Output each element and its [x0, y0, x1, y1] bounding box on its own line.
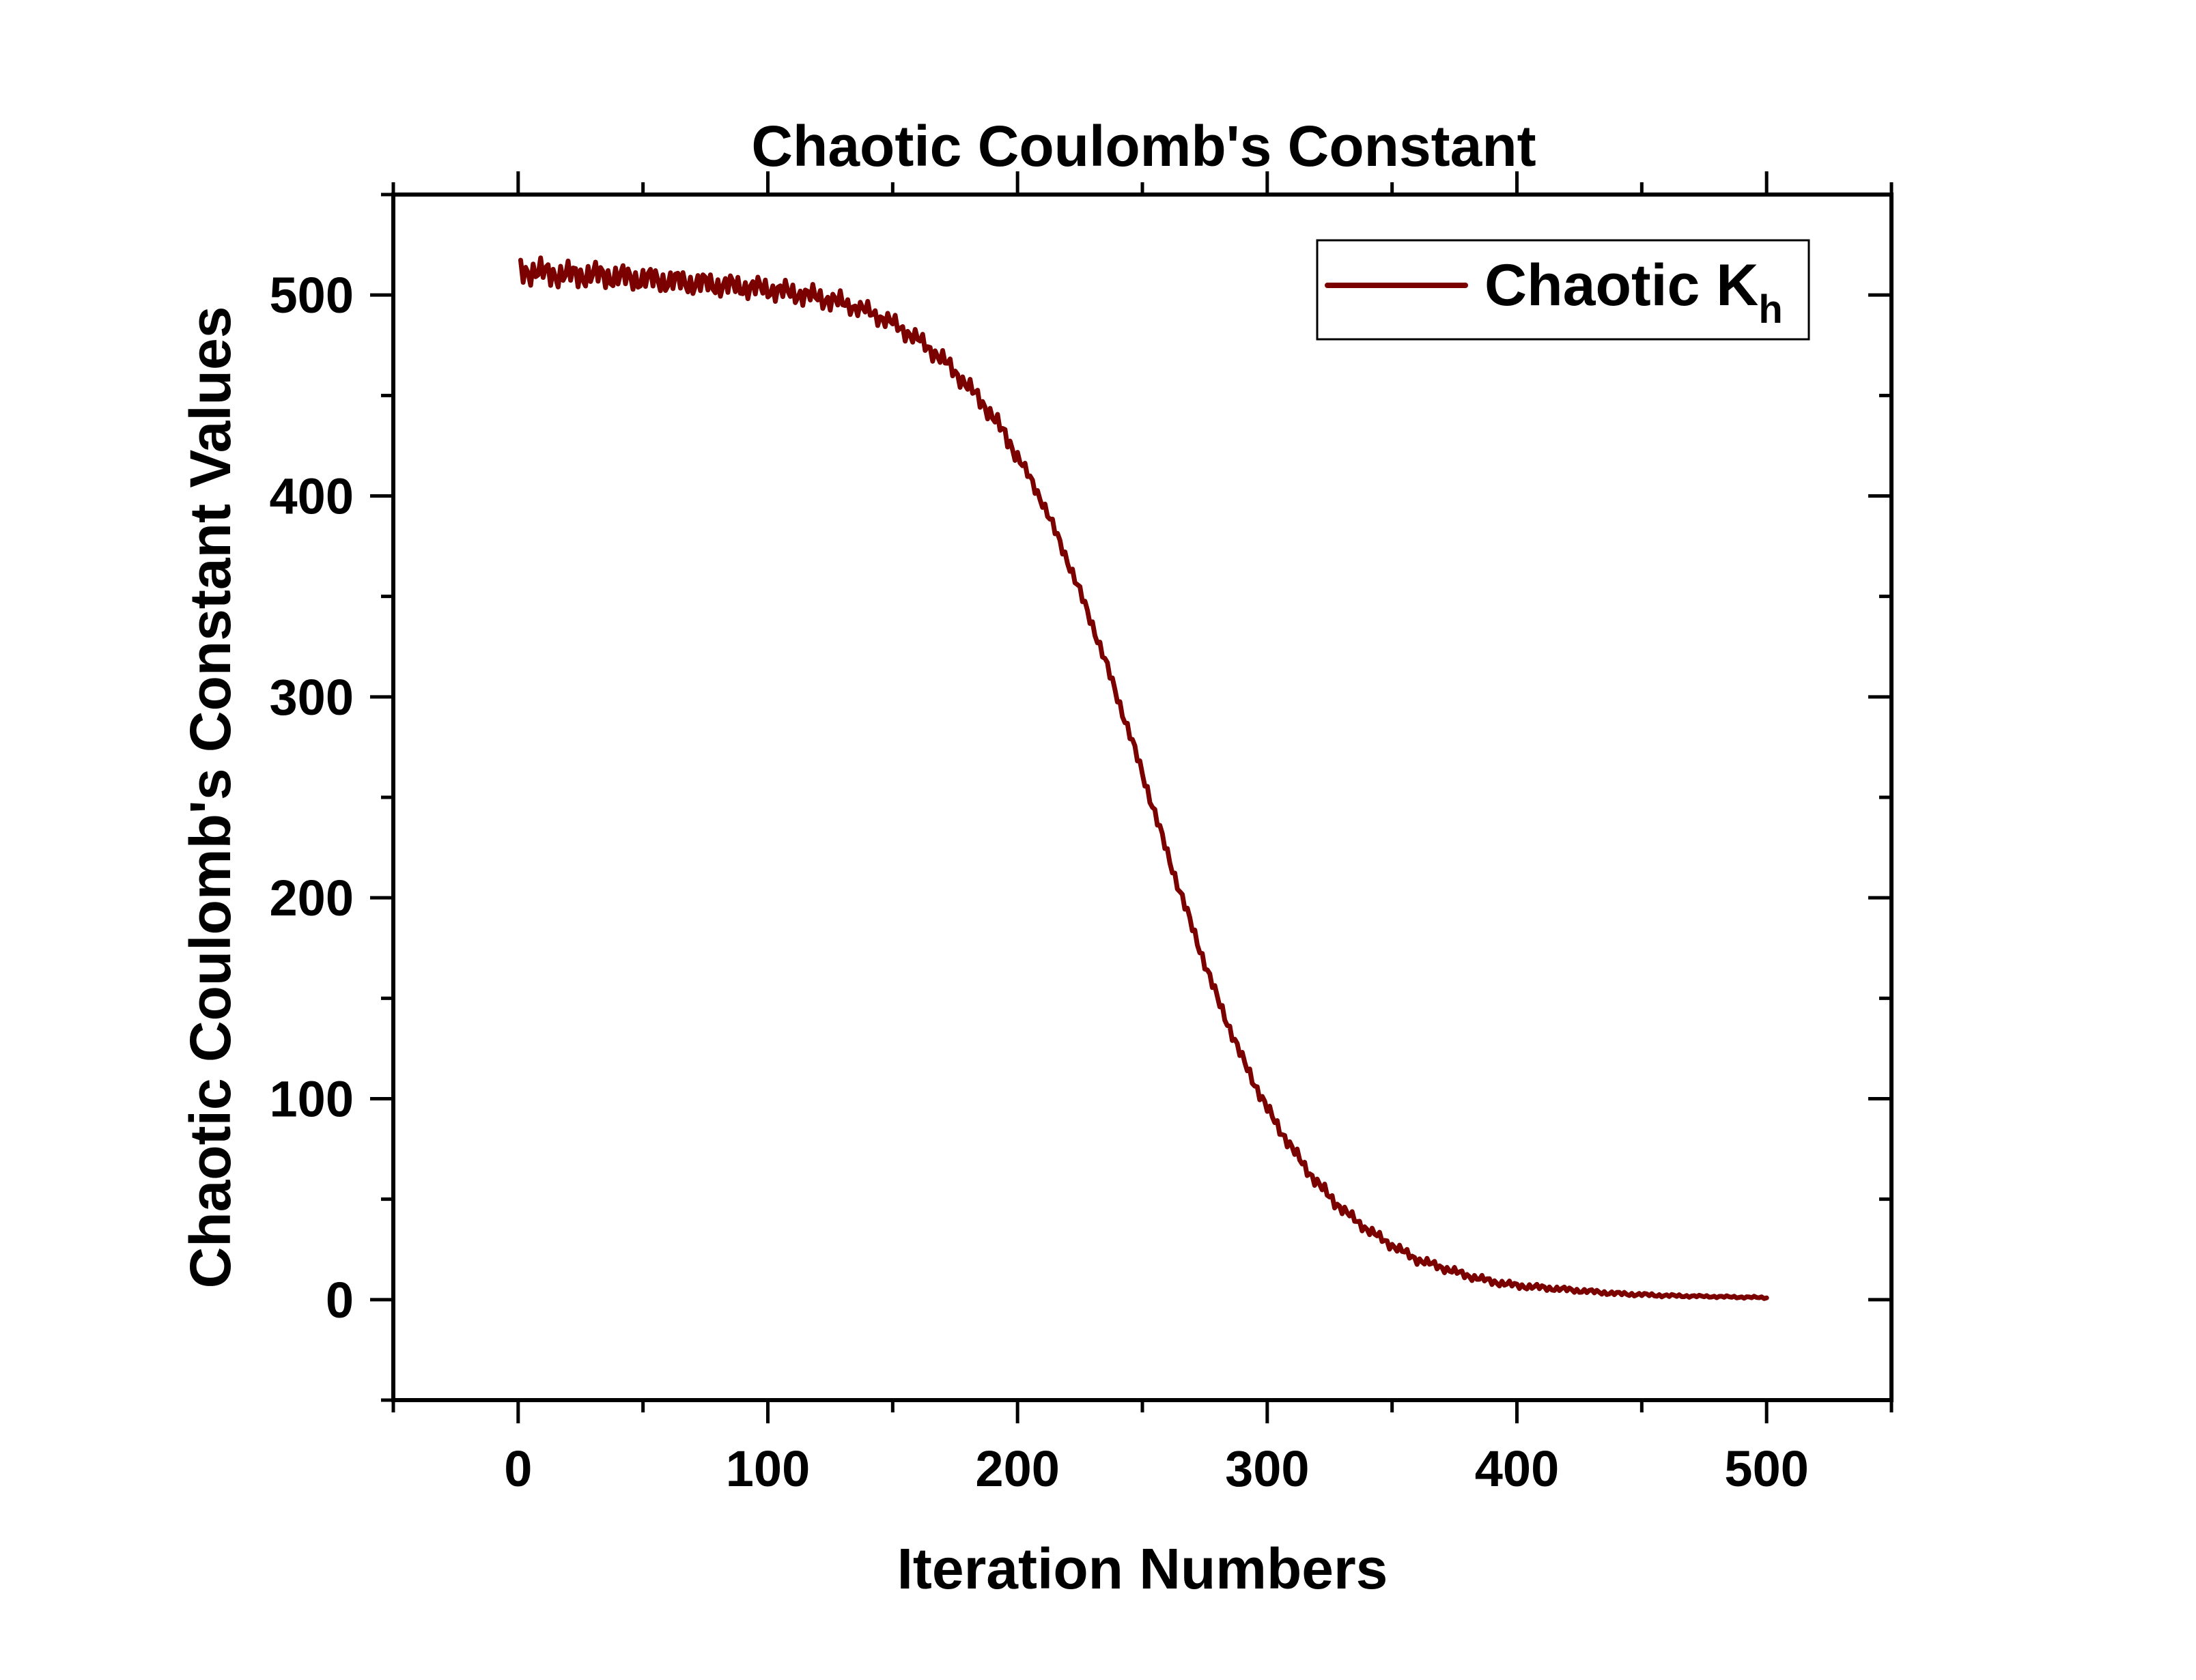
x-tick-label: 500	[1724, 1440, 1808, 1497]
legend-label-subscript: h	[1758, 287, 1782, 332]
x-tick-label: 200	[975, 1440, 1059, 1497]
y-tick-label: 200	[270, 870, 354, 926]
chart-title: Chaotic Coulomb's Constant	[751, 114, 1536, 178]
legend: Chaotic Kh	[1316, 239, 1810, 341]
y-tick-label: 300	[270, 669, 354, 726]
x-tick-label: 300	[1225, 1440, 1309, 1497]
series-line-chaotic-kh	[518, 255, 1769, 1301]
x-tick-label: 400	[1475, 1440, 1559, 1497]
plot-frame	[391, 193, 1894, 1402]
legend-label: Chaotic Kh	[1484, 253, 1783, 332]
x-tick-label: 100	[726, 1440, 810, 1497]
x-axis-label: Iteration Numbers	[897, 1537, 1388, 1601]
tick-labels: 0 100 200 300 400 500 0 100 200 300 400 500	[270, 267, 1809, 1497]
y-tick-label: 100	[270, 1071, 354, 1128]
legend-label-main: Chaotic K	[1484, 253, 1758, 318]
y-tick-label: 0	[326, 1272, 354, 1328]
y-tick-label: 400	[270, 468, 354, 525]
y-tick-label: 500	[270, 267, 354, 324]
x-tick-label: 0	[504, 1440, 532, 1497]
legend-box	[1316, 239, 1810, 341]
y-axis-label: Chaotic Coulomb's Constant Values	[178, 307, 242, 1289]
